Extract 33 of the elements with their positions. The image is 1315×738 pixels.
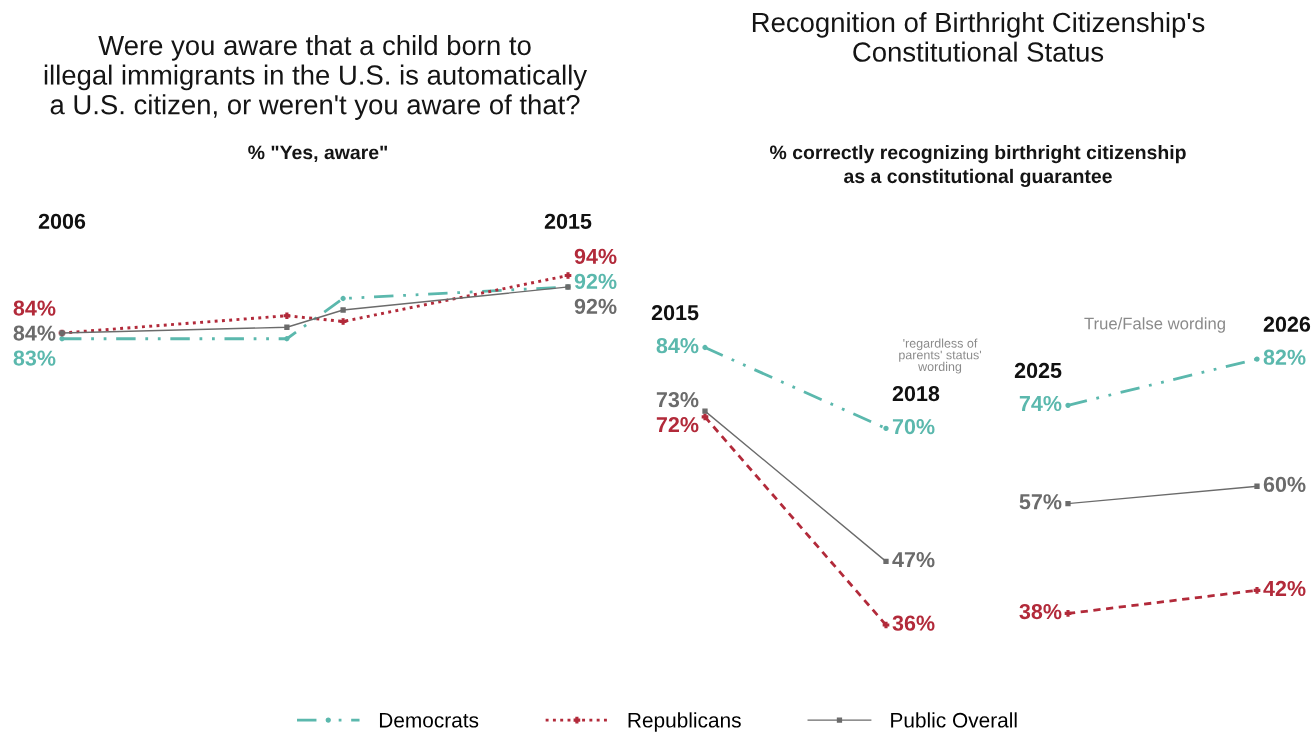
x-tick-label: 2006 [38, 213, 86, 229]
data-label: 60% [1263, 476, 1306, 493]
data-label: 36% [892, 615, 935, 631]
legend-label: Republicans [628, 712, 741, 732]
x-tick-label: 2015 [651, 305, 699, 321]
x-tick-label: 2018 [892, 385, 940, 402]
data-label: 84% [13, 300, 56, 316]
data-label: 42% [1263, 580, 1306, 597]
data-label: 83% [13, 350, 56, 366]
data-label: 84% [656, 338, 699, 354]
x-tick-label: 2015 [544, 213, 592, 229]
data-label: 72% [656, 417, 699, 433]
chart-title: Recognition of Birthright Citizenship's Constitutional Status [752, 12, 1205, 62]
annotation: 'regardless of parents' status' wording [899, 338, 982, 374]
data-label: 92% [574, 273, 617, 289]
data-label: 57% [1019, 494, 1062, 510]
x-tick-label: 2026 [1263, 316, 1311, 332]
data-label: 84% [13, 325, 56, 341]
data-label: 73% [656, 392, 699, 408]
text: True/False wording [1084, 317, 1225, 333]
data-label: 70% [892, 418, 935, 435]
legend-label: Democrats [379, 713, 479, 728]
chart-title: Were you aware that a child born to illegal immigrants in the U.S. is automatically a U.S. citizen, or weren't you aware of that? [44, 35, 588, 120]
x-tick-label: 2025 [1014, 362, 1062, 379]
chart-subtitle: % correctly recognizing birthright citizenship as a constitutional guarantee [769, 145, 1186, 188]
data-label: 38% [1019, 603, 1062, 620]
data-label: 74% [1019, 395, 1062, 412]
legend-label: Public Overall [891, 712, 1017, 728]
data-label: 94% [574, 248, 617, 264]
chart-subtitle: % "Yes, aware" [248, 145, 388, 163]
data-label: 82% [1263, 349, 1306, 365]
data-label: 47% [892, 551, 935, 568]
data-label: 92% [574, 298, 617, 314]
